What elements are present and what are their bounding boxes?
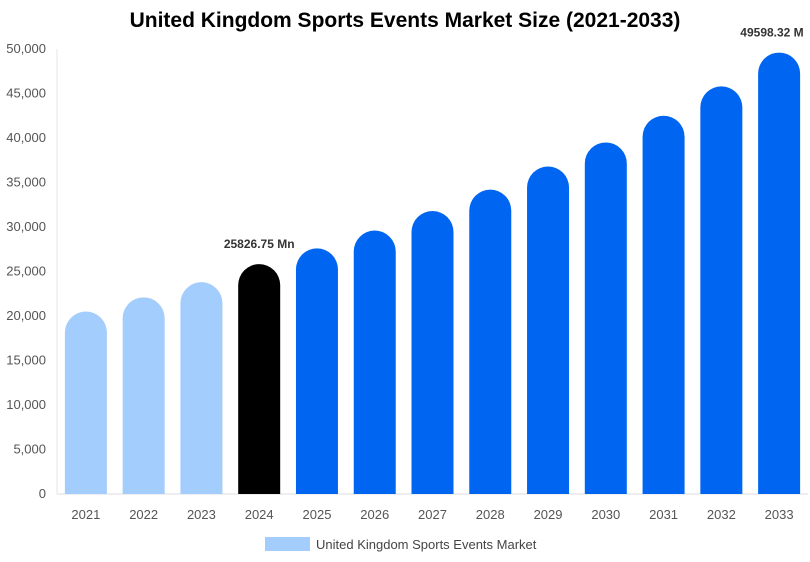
y-tick-label: 5,000 [13, 442, 46, 457]
x-tick-label: 2025 [303, 507, 332, 522]
bar-2025[interactable] [295, 248, 338, 494]
y-tick-label: 20,000 [6, 308, 46, 323]
bar-2029[interactable] [527, 166, 570, 495]
x-tick-label: 2026 [360, 507, 389, 522]
bar-2022[interactable] [122, 297, 165, 494]
x-tick-label: 2022 [129, 507, 158, 522]
x-tick-label: 2030 [591, 507, 620, 522]
legend-swatch [265, 537, 310, 551]
y-axis: 0 5,000 10,000 15,000 20,000 25,000 30,000 35,0… [6, 41, 46, 501]
data-label: 49598.32 M [740, 26, 803, 40]
legend-label: United Kingdom Sports Events Market [316, 537, 537, 552]
data-label: 25826.75 Mn [224, 237, 295, 251]
chart-title: United Kingdom Sports Events Market Size… [129, 9, 681, 32]
x-tick-label: 2027 [418, 507, 447, 522]
bar-2028[interactable] [469, 189, 512, 494]
x-tick-label: 2033 [765, 507, 794, 522]
bars [64, 52, 801, 495]
x-tick-label: 2028 [476, 507, 505, 522]
y-tick-label: 30,000 [6, 219, 46, 234]
x-axis: 2021 2022 2023 2024 2025 2026 2027 2028 2029 2030… [71, 507, 793, 522]
y-tick-label: 15,000 [6, 353, 46, 368]
y-tick-label: 25,000 [6, 264, 46, 279]
bar-2026[interactable] [353, 230, 396, 494]
bar-2032[interactable] [700, 86, 743, 494]
x-tick-label: 2031 [649, 507, 678, 522]
bar-2024[interactable] [238, 264, 281, 494]
bar-2033[interactable] [758, 52, 801, 494]
x-tick-label: 2023 [187, 507, 216, 522]
bar-2031[interactable] [642, 115, 685, 494]
y-tick-label: 45,000 [6, 86, 46, 101]
y-tick-label: 50,000 [6, 41, 46, 56]
bar-2030[interactable] [584, 142, 627, 494]
bar-2027[interactable] [411, 210, 454, 494]
x-tick-label: 2032 [707, 507, 736, 522]
x-tick-label: 2024 [245, 507, 274, 522]
legend[interactable]: United Kingdom Sports Events Market [265, 537, 537, 552]
y-tick-label: 35,000 [6, 175, 46, 190]
bar-2021[interactable] [64, 311, 107, 494]
y-tick-label: 10,000 [6, 397, 46, 412]
y-tick-label: 0 [39, 486, 46, 501]
x-tick-label: 2021 [71, 507, 100, 522]
x-tick-label: 2029 [534, 507, 563, 522]
bar-2023[interactable] [180, 282, 223, 494]
y-tick-label: 40,000 [6, 130, 46, 145]
data-labels: 25826.75 Mn 49598.32 M [224, 26, 804, 252]
